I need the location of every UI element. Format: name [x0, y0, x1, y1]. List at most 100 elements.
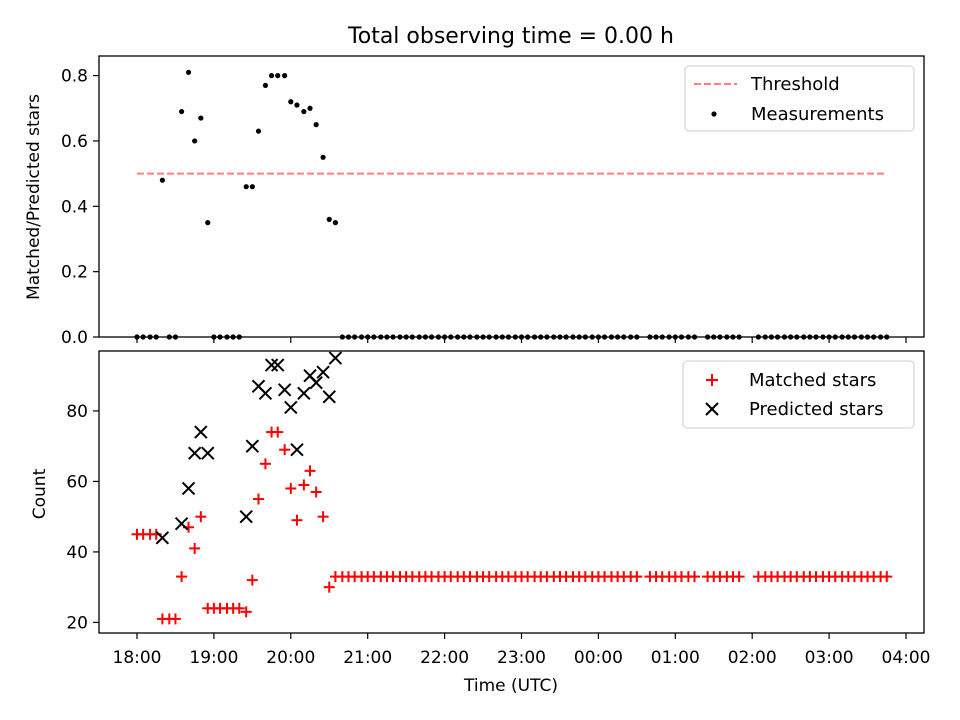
measurement-point [807, 334, 813, 340]
measurement-point [262, 82, 269, 89]
predicted-star-point [277, 383, 292, 397]
measurement-point [813, 334, 819, 340]
measurement-point [185, 69, 192, 75]
predicted-star-point [194, 425, 208, 439]
measurement-point [467, 334, 473, 340]
measurement-point [416, 334, 422, 340]
matched-star-point [310, 486, 322, 498]
measurement-point [236, 334, 242, 340]
x-tick-label: 01:00 [651, 648, 700, 668]
matched-star-point [169, 613, 181, 625]
measurement-point [390, 334, 396, 340]
measurement-point [384, 334, 390, 340]
measurement-point [301, 108, 307, 115]
matched-star-point [291, 514, 303, 526]
measurements-legend-swatch [711, 111, 717, 117]
measurement-point [832, 334, 838, 340]
measurement-point [736, 334, 742, 340]
ratio-y-tick-label: 0.0 [61, 328, 88, 348]
predicted-star-point [328, 351, 343, 365]
count-y-tick-label: 60 [66, 472, 88, 492]
measurement-point [230, 334, 236, 340]
measurement-point [864, 334, 871, 340]
predicted-star-point [316, 365, 330, 379]
measurement-point [499, 334, 505, 340]
matched-star-point [189, 542, 201, 554]
measurement-point [166, 334, 172, 340]
measurement-point [851, 334, 858, 340]
measurement-point [435, 334, 442, 340]
matched-stars-legend-swatch [706, 374, 718, 386]
measurement-point [826, 334, 832, 340]
measurement-point [647, 334, 653, 340]
x-tick-label: 20:00 [266, 648, 315, 668]
measurement-point [313, 122, 319, 128]
predicted-star-point [271, 358, 285, 372]
measurement-point [781, 334, 788, 340]
measurement-point [339, 334, 345, 340]
ratio-panel-frame [98, 55, 925, 338]
matched-star-point [259, 458, 271, 470]
predicted-star-point [201, 446, 215, 460]
measurement-point [704, 334, 711, 340]
measurement-point [601, 334, 608, 340]
measurement-point [282, 73, 288, 79]
measurement-point [659, 334, 665, 340]
count-y-axis-label: Count [30, 468, 50, 519]
measurement-point [871, 334, 877, 340]
measurement-point [634, 334, 640, 340]
ratio-y-tick-label: 0.4 [61, 197, 88, 217]
ratio-panel: Matched/Predicted stars 0.00.20.40.60.8 … [24, 55, 925, 348]
measurement-point [352, 334, 358, 340]
ratio-legend-box [684, 65, 915, 132]
count-legend: Matched stars Predicted stars [682, 360, 915, 429]
x-tick-label: 19:00 [189, 648, 238, 668]
matched-star-point [176, 571, 188, 583]
measurement-point [608, 334, 615, 340]
measurement-point [628, 334, 634, 340]
measurement-point [762, 334, 768, 340]
x-axis-label: Time (UTC) [463, 676, 558, 696]
measurement-point [801, 334, 807, 340]
measurement-point [205, 220, 211, 226]
matched-star-point [246, 574, 258, 586]
measurement-point [788, 334, 794, 340]
figure-title: Total observing time = 0.00 h [347, 24, 674, 49]
count-panel-frame [98, 350, 925, 634]
measurement-point [179, 108, 185, 115]
measurement-point [192, 138, 198, 144]
threshold-legend-label: Threshold [750, 74, 840, 95]
measurement-point [730, 334, 736, 340]
matched-star-point [881, 571, 893, 583]
ratio-y-tick-label: 0.8 [61, 67, 88, 87]
predicted-star-point [322, 390, 336, 404]
matched-star-point [285, 482, 297, 494]
measurement-point [332, 220, 339, 226]
measurement-point [371, 334, 377, 340]
measurement-point [525, 334, 531, 340]
x-tick-label: 00:00 [574, 648, 623, 668]
measurement-point [576, 334, 582, 340]
matched-star-point [631, 571, 643, 583]
matched-star-point [233, 602, 245, 614]
measurement-point [768, 334, 775, 340]
measurement-point [275, 73, 281, 79]
predicted-star-point [181, 481, 196, 496]
matched-star-point [195, 511, 207, 523]
measurement-point [217, 334, 223, 340]
x-tick-label: 18:00 [113, 648, 162, 668]
matched-star-point [253, 493, 265, 505]
measurement-point [480, 334, 486, 340]
measurement-point [563, 334, 569, 340]
measurement-point [595, 334, 602, 340]
measurement-point [621, 334, 627, 340]
measurement-point [365, 334, 371, 340]
measurement-point [486, 334, 492, 340]
ratio-plot-content: 0.0 0.2 0.4 0.6 0.8 [61, 67, 907, 348]
ratio-y-tick-label: 0.6 [61, 132, 88, 152]
measurement-point [320, 154, 326, 160]
predicted-star-point [258, 386, 273, 401]
measurement-point [448, 334, 454, 340]
matched-star-point [733, 571, 745, 583]
